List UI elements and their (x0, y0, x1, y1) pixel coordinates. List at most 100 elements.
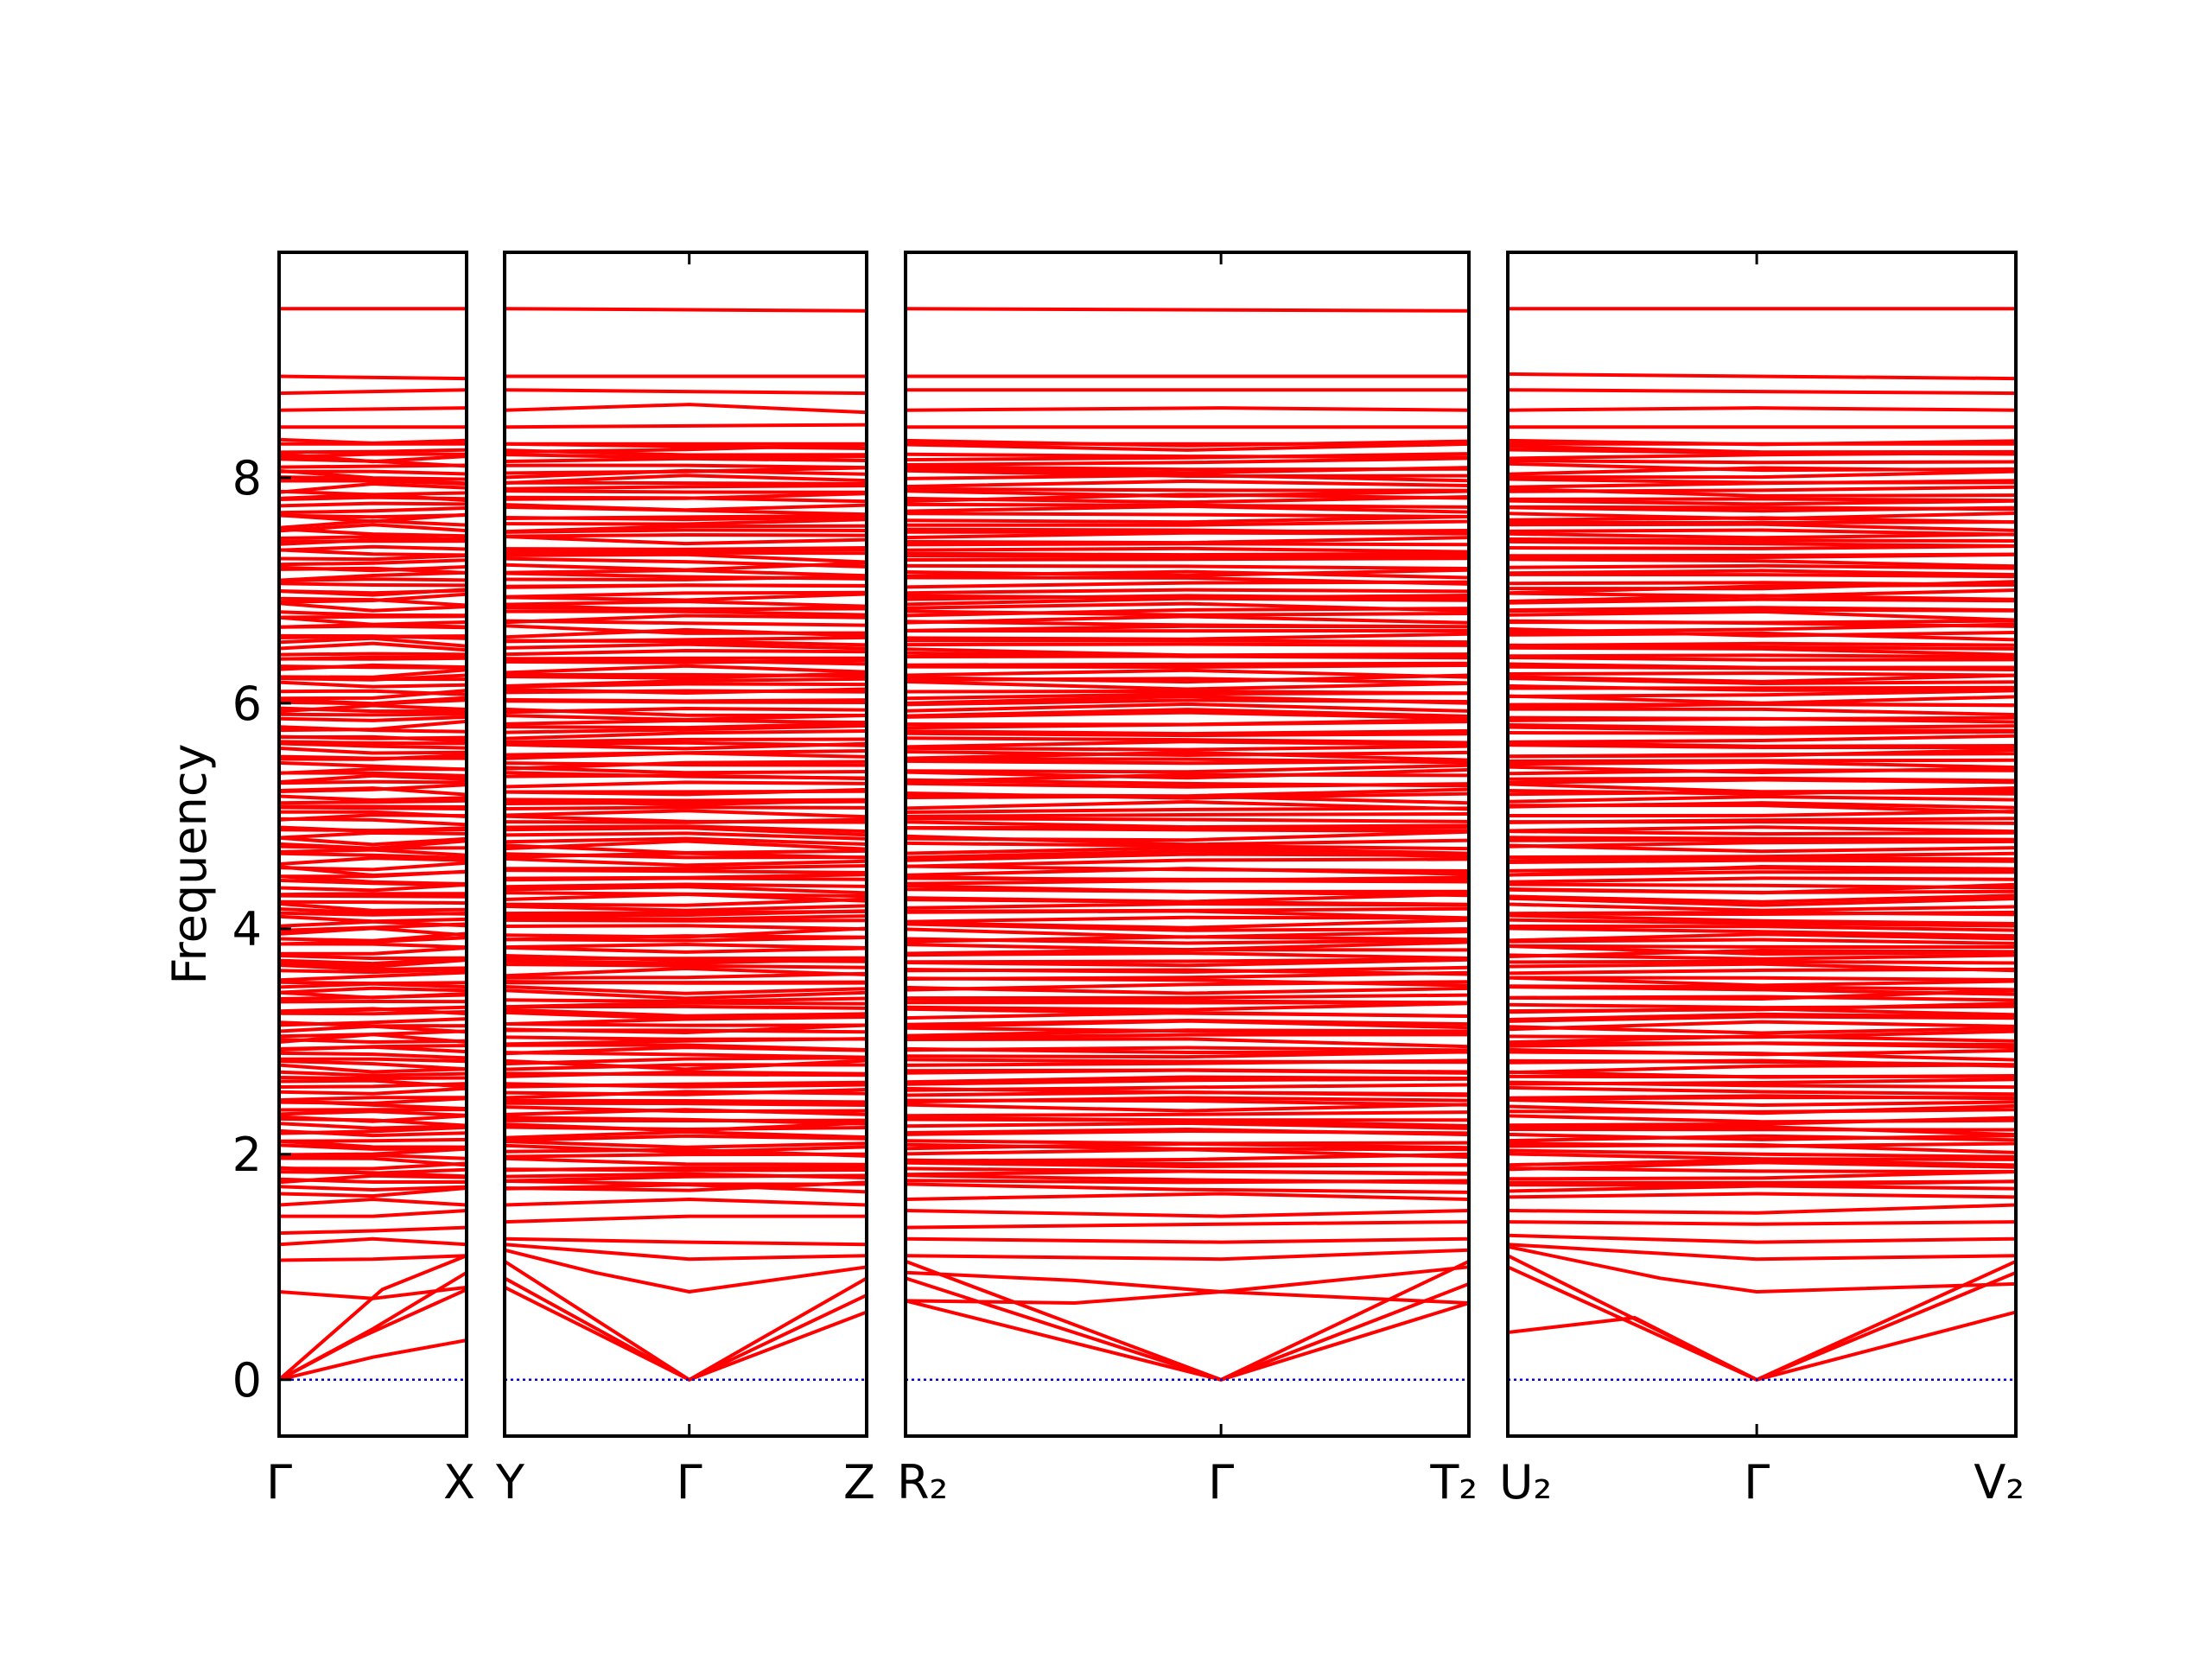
dense-band-line (505, 924, 867, 931)
dense-band-line (279, 664, 467, 670)
dense-band-line (1508, 747, 2016, 759)
dense-band-line (505, 492, 867, 501)
dense-band-line (1508, 866, 2016, 873)
dense-band-line (505, 771, 867, 780)
dense-band-line (1508, 913, 2016, 925)
panel-frame (503, 251, 868, 1438)
band-line (505, 1243, 867, 1262)
dense-band-line (505, 535, 867, 546)
dense-band-line (1508, 959, 2016, 965)
dense-band-line (1508, 683, 2016, 692)
dense-band-line (906, 940, 1469, 952)
band-line (279, 1186, 467, 1198)
dense-band-line (906, 1033, 1469, 1040)
dense-band-line (906, 728, 1469, 736)
dense-band-line (279, 527, 467, 538)
dense-band-line (505, 656, 867, 661)
dense-band-line (1508, 497, 2016, 503)
dense-band-line (505, 966, 867, 978)
dense-band-line (1508, 817, 2016, 824)
dense-band-line (1508, 461, 2016, 473)
dense-band-line (279, 1096, 467, 1105)
band-line (505, 1214, 867, 1224)
dense-band-line (505, 1134, 867, 1142)
dense-band-line (1508, 765, 2016, 774)
dense-band-line (505, 996, 867, 1003)
dense-band-line (505, 856, 867, 868)
dense-band-line (505, 836, 867, 846)
dense-band-line (906, 927, 1469, 939)
dense-band-line (505, 885, 867, 895)
dense-band-line (505, 489, 867, 494)
dense-band-line (1508, 1098, 2016, 1107)
band-line (505, 423, 867, 429)
dense-band-line (1508, 1179, 2016, 1185)
dense-band-line (1508, 741, 2016, 748)
dense-band-line (505, 513, 867, 520)
band-line (906, 1209, 1469, 1218)
dense-band-line (906, 830, 1469, 842)
panel-2 (505, 307, 867, 1382)
dense-band-line (279, 448, 467, 454)
dense-band-line (279, 673, 467, 682)
dense-band-line (1508, 707, 2016, 717)
panel-3 (906, 307, 1469, 1382)
dense-band-line (505, 1166, 867, 1173)
dense-band-line (505, 474, 867, 485)
dense-band-line (505, 518, 867, 526)
bands-layer (279, 307, 2016, 1382)
dense-band-line (505, 904, 867, 912)
dense-band-line (279, 719, 467, 733)
dense-band-line (1508, 1166, 2016, 1173)
dense-band-line (906, 800, 1469, 811)
dense-band-line (505, 699, 867, 704)
x-tick-label: V₂ (1974, 1455, 2024, 1510)
dense-band-line (1508, 1058, 2016, 1067)
dense-band-line (505, 533, 867, 538)
dense-band-line (1508, 932, 2016, 943)
dense-band-line (505, 556, 867, 569)
dense-band-line (906, 744, 1469, 752)
dense-band-line (279, 990, 467, 1000)
dense-band-line (1508, 715, 2016, 722)
dense-band-line (279, 703, 467, 714)
dense-band-line (1508, 631, 2016, 642)
dense-band-line (906, 668, 1469, 679)
dense-band-line (505, 798, 867, 807)
y-tick-label: 2 (232, 1128, 262, 1182)
dense-band-line (505, 945, 867, 954)
dense-band-line (1508, 609, 2016, 622)
dense-band-line (1508, 782, 2016, 794)
dense-band-line (505, 1056, 867, 1066)
dense-band-line (505, 971, 867, 980)
band-line (1508, 1192, 2016, 1199)
dense-band-line (906, 1116, 1469, 1122)
dense-band-line (279, 696, 467, 706)
panel-frame (904, 251, 1471, 1438)
dense-band-line (279, 570, 467, 582)
dense-band-line (906, 661, 1469, 667)
dense-band-line (1508, 758, 2016, 763)
dense-band-line (906, 1110, 1469, 1118)
dense-band-line (1508, 918, 2016, 928)
dense-band-line (906, 673, 1469, 684)
x-tick-label: Γ (1744, 1455, 1770, 1510)
dense-band-line (1508, 882, 2016, 890)
dense-band-line (279, 1044, 467, 1052)
dense-band-line (505, 873, 867, 880)
dense-band-line (1508, 1025, 2016, 1035)
dense-band-line (279, 1139, 467, 1149)
dense-band-line (279, 805, 467, 810)
dense-band-line (906, 632, 1469, 641)
dense-band-line (1508, 673, 2016, 683)
y-tick-label: 8 (232, 451, 262, 505)
dense-band-line (906, 614, 1469, 625)
dense-band-line (279, 760, 467, 772)
dense-band-line (505, 484, 867, 491)
panel-4 (1508, 307, 2016, 1382)
dense-band-line (1508, 902, 2016, 912)
dense-band-line (906, 479, 1469, 489)
dense-band-line (279, 836, 467, 847)
band-line (906, 307, 1469, 313)
